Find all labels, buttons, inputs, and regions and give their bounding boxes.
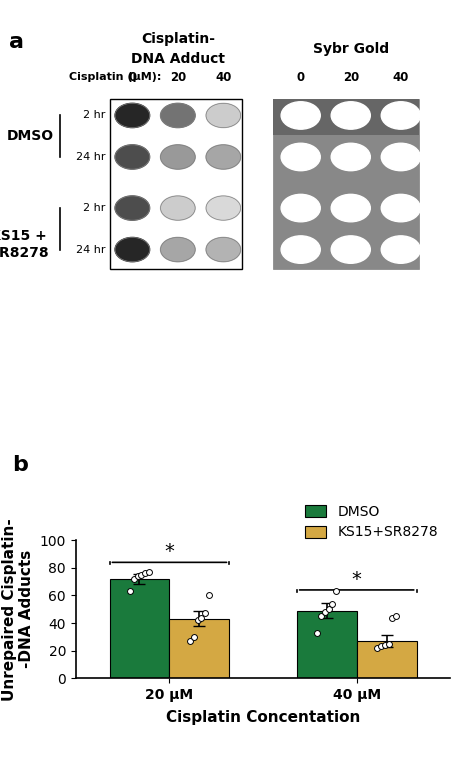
Point	[392, 610, 400, 623]
Y-axis label: Unrepaired Cisplatin-
-DNA Adducts: Unrepaired Cisplatin- -DNA Adducts	[2, 518, 34, 700]
Point	[137, 568, 145, 581]
Circle shape	[281, 236, 320, 264]
Circle shape	[115, 196, 150, 220]
Circle shape	[161, 145, 195, 169]
Circle shape	[331, 236, 370, 264]
Point	[332, 585, 340, 597]
Circle shape	[206, 238, 241, 261]
Circle shape	[381, 236, 420, 264]
Circle shape	[206, 196, 241, 220]
Point	[389, 611, 396, 623]
Point	[374, 642, 381, 654]
Circle shape	[281, 143, 320, 171]
Point	[321, 606, 328, 618]
Circle shape	[381, 194, 420, 222]
Circle shape	[281, 102, 320, 130]
Point	[381, 639, 389, 652]
Point	[385, 638, 392, 650]
Point	[377, 640, 385, 652]
Text: 24 hr: 24 hr	[75, 245, 105, 255]
Bar	[169, 619, 229, 678]
Text: Cisplatin (μM):: Cisplatin (μM):	[69, 72, 161, 82]
Point	[198, 611, 205, 623]
Point	[145, 566, 153, 578]
Text: 0: 0	[297, 71, 305, 84]
Bar	[356, 641, 417, 678]
Point	[141, 567, 149, 579]
Circle shape	[206, 104, 241, 127]
Text: KS15 +: KS15 +	[0, 229, 47, 243]
FancyBboxPatch shape	[109, 100, 242, 269]
Point	[190, 631, 198, 643]
Text: a: a	[9, 33, 25, 53]
Circle shape	[331, 194, 370, 222]
Text: *: *	[352, 569, 362, 588]
Text: SR8278: SR8278	[0, 246, 48, 261]
Point	[328, 597, 336, 610]
Circle shape	[331, 143, 370, 171]
Text: Cisplatin-: Cisplatin-	[141, 33, 215, 46]
Text: 20: 20	[170, 71, 186, 84]
Text: *: *	[164, 542, 174, 561]
Circle shape	[331, 102, 370, 130]
Circle shape	[161, 104, 195, 127]
Circle shape	[115, 104, 150, 127]
Point	[325, 604, 332, 616]
Text: 24 hr: 24 hr	[75, 152, 105, 162]
Point	[205, 589, 212, 601]
Text: 20: 20	[343, 71, 359, 84]
Point	[130, 573, 137, 585]
Point	[194, 614, 201, 626]
Circle shape	[161, 238, 195, 261]
FancyBboxPatch shape	[273, 100, 419, 135]
Circle shape	[115, 145, 150, 169]
Circle shape	[161, 196, 195, 220]
Text: 0: 0	[128, 71, 137, 84]
Text: 40: 40	[392, 71, 409, 84]
Point	[127, 585, 134, 597]
Circle shape	[206, 145, 241, 169]
Circle shape	[381, 143, 420, 171]
FancyBboxPatch shape	[273, 100, 419, 269]
Bar	[109, 579, 169, 678]
Text: b: b	[12, 455, 27, 475]
X-axis label: Cisplatin Concentation: Cisplatin Concentation	[166, 710, 360, 725]
Legend: DMSO, KS15+SR8278: DMSO, KS15+SR8278	[300, 499, 443, 545]
Text: DNA Adduct: DNA Adduct	[131, 52, 225, 66]
Bar	[297, 610, 356, 678]
Point	[314, 626, 321, 639]
Point	[134, 570, 141, 582]
Text: 2 hr: 2 hr	[82, 110, 105, 120]
Text: Sybr Gold: Sybr Gold	[313, 42, 389, 56]
Point	[317, 610, 325, 623]
Circle shape	[281, 194, 320, 222]
Circle shape	[115, 238, 150, 261]
Point	[186, 635, 194, 647]
Point	[201, 607, 209, 620]
Text: 40: 40	[215, 71, 231, 84]
Circle shape	[381, 102, 420, 130]
Text: DMSO: DMSO	[6, 130, 54, 143]
Text: 2 hr: 2 hr	[82, 203, 105, 213]
